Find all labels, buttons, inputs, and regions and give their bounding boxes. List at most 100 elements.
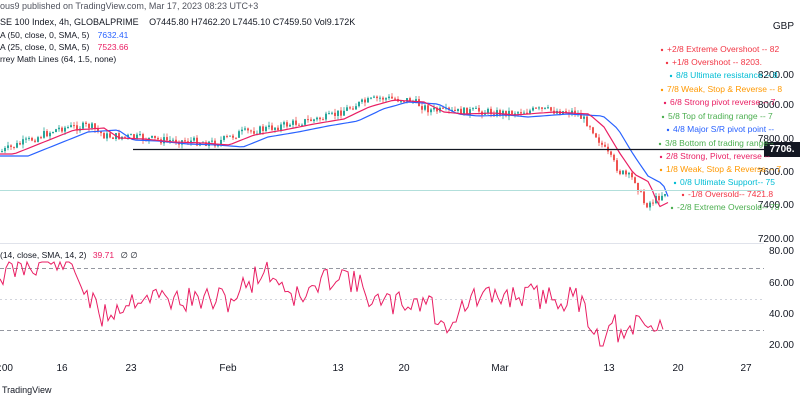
candle-body	[460, 108, 462, 115]
candle-body	[46, 131, 48, 137]
indicator-murrey-math[interactable]: rrey Math Lines (64, 1.5, none)	[0, 54, 116, 64]
murrey-level-marker	[673, 181, 677, 185]
indicator-label: A (25, close, 0, SMA, 5)	[0, 42, 90, 52]
rsi-tick-label: 80.00	[768, 246, 794, 257]
candle-body	[289, 124, 291, 127]
candle-body	[430, 109, 432, 113]
candle-body	[622, 170, 624, 175]
candle-body	[91, 123, 93, 128]
candle-body	[67, 127, 69, 129]
candle-body	[364, 99, 366, 103]
candle-body	[259, 126, 261, 134]
candle-body	[73, 125, 75, 127]
indicator-label: A (50, close, 0, SMA, 5)	[0, 30, 90, 40]
candle-body	[88, 123, 90, 128]
candle-body	[505, 110, 507, 117]
candle-body	[472, 108, 474, 110]
price-tick-label: 7600.00	[757, 167, 794, 178]
candle-body	[49, 132, 51, 137]
candle-body	[385, 98, 387, 100]
symbol-ohlc-line: SE 100 Index, 4h, GLOBALPRIME O7445.80 H…	[0, 17, 355, 27]
symbol-title[interactable]: SE 100 Index, 4h, GLOBALPRIME	[0, 17, 139, 27]
candle-body	[490, 108, 492, 115]
candle-body	[373, 96, 375, 98]
time-tick-label: 13	[603, 363, 615, 374]
candle-body	[4, 147, 6, 152]
candle-body	[541, 107, 543, 109]
candle-body	[544, 107, 546, 109]
candle-body	[25, 138, 27, 140]
candle-body	[616, 160, 618, 171]
candle-body	[538, 107, 540, 109]
candle-body	[70, 125, 72, 128]
sma-25-line	[0, 99, 669, 208]
rsi-tick-label: 60.00	[768, 278, 794, 289]
candle-body	[274, 127, 276, 130]
candle-body	[592, 127, 594, 134]
candle-body	[337, 110, 339, 116]
candle-body	[193, 137, 195, 141]
current-price-tag: 7706.	[764, 142, 800, 157]
candle-body	[133, 134, 135, 139]
candle-body	[331, 112, 333, 114]
candle-body	[532, 107, 534, 111]
candle-body	[157, 137, 159, 140]
candle-body	[265, 126, 267, 131]
candle-body	[502, 110, 504, 116]
candle-body	[466, 107, 468, 116]
candle-body	[433, 107, 435, 110]
ohlc-values: O7445.80 H7462.20 L7445.10 C7459.50 Vol9…	[149, 17, 356, 27]
candle-body	[82, 122, 84, 129]
candle-body	[631, 172, 633, 178]
candle-body	[463, 107, 465, 115]
indicator-sma-50[interactable]: A (50, close, 0, SMA, 5) 7632.41	[0, 30, 128, 40]
candle-body	[352, 108, 354, 110]
candle-body	[520, 112, 522, 114]
candle-body	[409, 98, 411, 102]
candle-body	[268, 125, 270, 127]
candle-body	[76, 125, 78, 131]
candle-body	[13, 146, 15, 148]
candle-body	[640, 191, 642, 193]
candle-body	[646, 203, 648, 208]
candle-body	[52, 132, 54, 134]
candle-body	[286, 122, 288, 127]
candle-body	[658, 195, 660, 201]
murrey-level-label: +2/8 Extreme Overshoot -- 82	[667, 44, 780, 54]
murrey-level-marker	[663, 101, 667, 105]
candle-body	[406, 98, 408, 102]
candle-body	[400, 101, 402, 103]
candle-body	[220, 139, 222, 145]
candle-body	[469, 109, 471, 116]
murrey-level-label: -2/8 Extreme Oversold-- 73	[677, 202, 780, 212]
candle-body	[625, 170, 627, 175]
candle-body	[382, 97, 384, 100]
tradingview-footer[interactable]: TradingView	[2, 385, 52, 395]
candle-body	[517, 112, 519, 114]
candle-body	[142, 134, 144, 141]
candle-body	[598, 137, 600, 143]
candle-body	[103, 133, 105, 139]
candle-body	[601, 142, 603, 145]
candle-body	[346, 107, 348, 111]
candle-body	[277, 127, 279, 131]
candle-body	[271, 125, 273, 130]
candle-body	[454, 109, 456, 112]
rsi-indicator-header[interactable]: (14, close, SMA, 14, 2) 39.71 ∅ ∅	[0, 250, 138, 260]
murrey-level-marker	[666, 128, 670, 132]
candle-body	[535, 107, 537, 109]
indicator-sma-25[interactable]: A (25, close, 0, SMA, 5) 7523.66	[0, 42, 128, 52]
candle-body	[565, 111, 567, 113]
murrey-level-marker	[681, 193, 685, 197]
candle-body	[226, 136, 228, 138]
murrey-level-marker	[659, 155, 663, 159]
candle-body	[328, 113, 330, 115]
candle-body	[85, 122, 87, 124]
candle-body	[136, 134, 138, 139]
candle-body	[589, 126, 591, 128]
candle-body	[529, 110, 531, 114]
candle-body	[190, 140, 192, 143]
price-tick-label: 7400.00	[757, 200, 794, 211]
candle-body	[415, 99, 417, 102]
